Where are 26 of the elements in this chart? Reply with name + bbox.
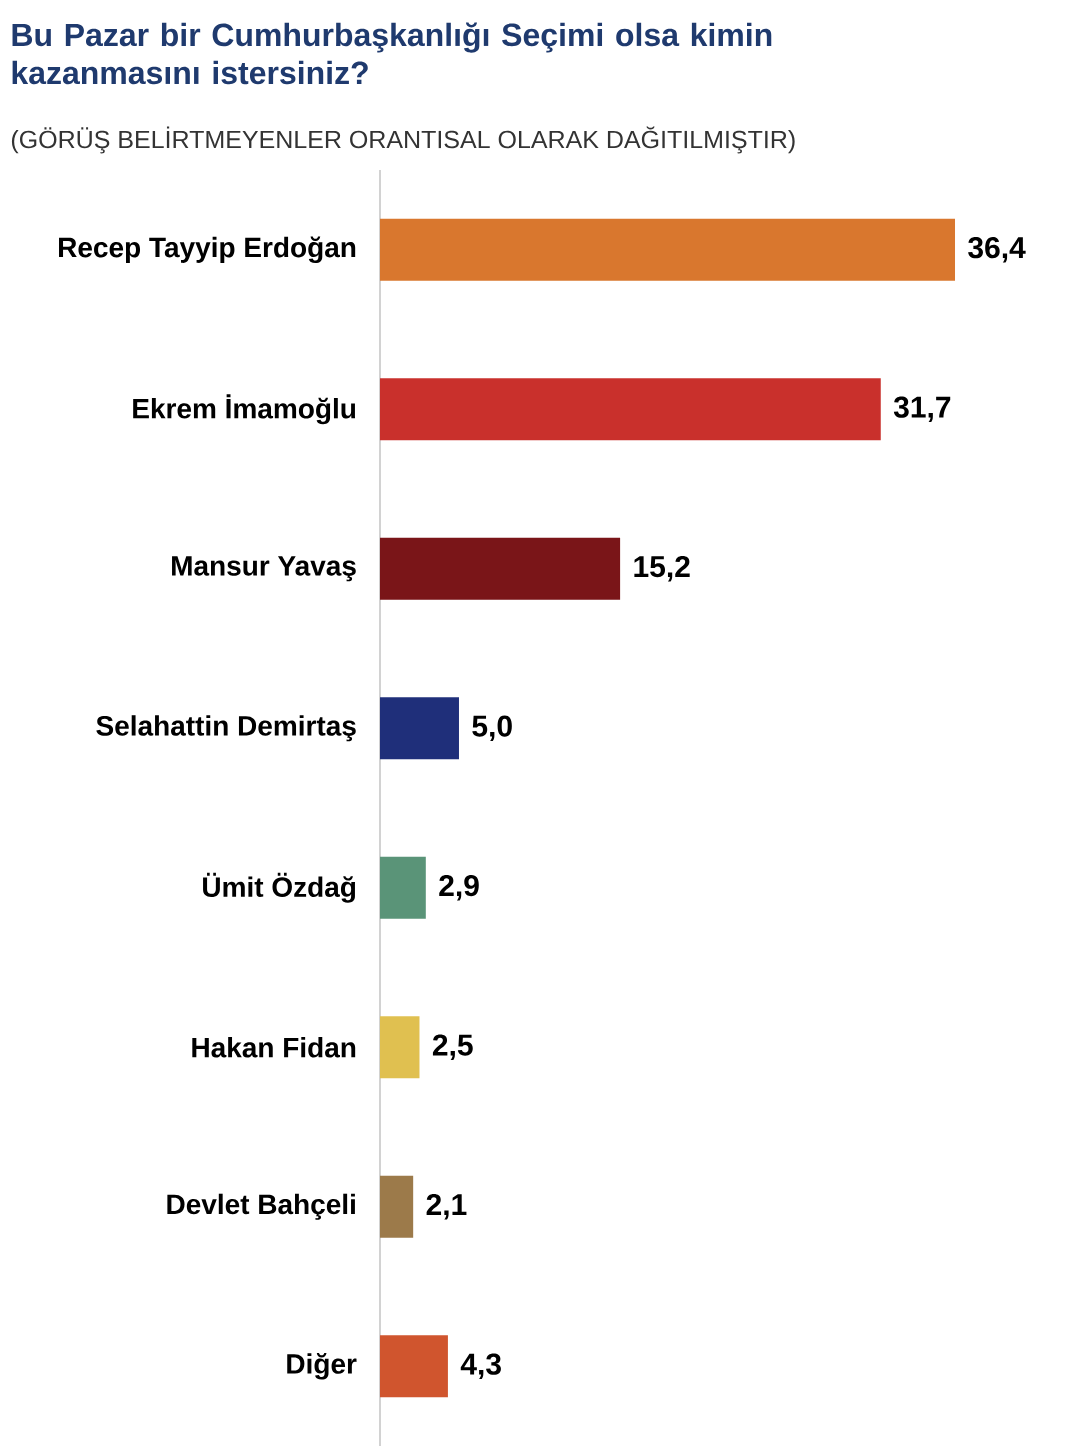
bar xyxy=(379,378,881,441)
bar xyxy=(379,1175,414,1238)
bar xyxy=(379,537,621,600)
data-label: 36,4 xyxy=(968,236,1026,263)
bar xyxy=(379,856,426,919)
y-tick-label: Hakan Fidan xyxy=(192,1036,356,1058)
bar xyxy=(379,697,459,760)
y-tick-label: Ekrem İmamoğlu xyxy=(133,394,356,425)
bar xyxy=(379,1335,448,1398)
data-label: 2,1 xyxy=(426,1193,467,1220)
data-label: 2,5 xyxy=(432,1034,473,1061)
data-label: 31,7 xyxy=(893,396,951,423)
y-tick-label: Devlet Bahçeli xyxy=(167,1193,355,1220)
data-label: 5,0 xyxy=(472,715,512,742)
data-label: 4,3 xyxy=(460,1353,501,1380)
chart-title: Bu Pazar bir Cumhurbaşkanlığı Seçimi olsa kimin kazanmasını istersiniz? xyxy=(12,22,772,85)
y-tick-label: Mansur Yavaş xyxy=(172,556,356,582)
bar xyxy=(379,218,955,281)
data-label: 15,2 xyxy=(634,555,690,582)
y-tick-label: Selahattin Demirtaş xyxy=(96,715,356,742)
y-tick-label: Ümit Özdağ xyxy=(203,872,356,903)
bar xyxy=(379,1016,420,1079)
y-tick-label: Recep Tayyip Erdoğan xyxy=(59,236,356,264)
y-tick-label: Diğer xyxy=(287,1352,357,1380)
chart-subtitle: (GÖRÜŞ BELİRTMEYENLER ORANTISAL OLARAK DAĞITILMIŞTIR) xyxy=(11,126,795,154)
data-label: 2,9 xyxy=(439,874,479,901)
